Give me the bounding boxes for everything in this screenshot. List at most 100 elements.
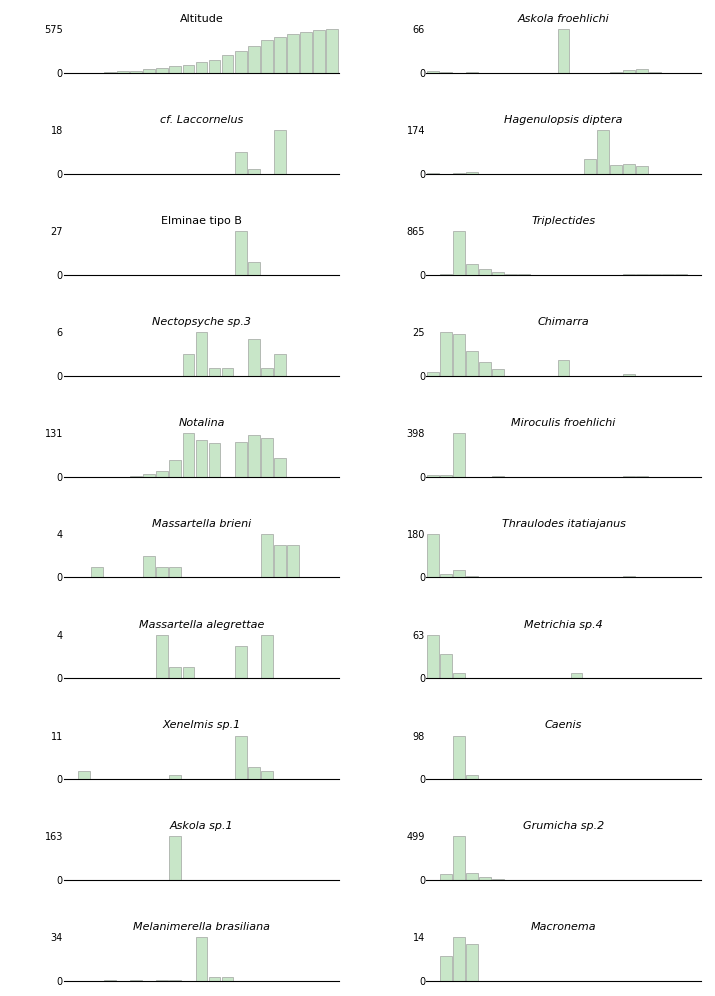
Bar [453,172,465,174]
Bar [261,40,272,73]
Bar [558,29,569,73]
Bar [235,441,247,476]
Bar [493,272,504,275]
Title: Altitude: Altitude [179,14,223,24]
Title: Grumicha sp.2: Grumicha sp.2 [523,822,604,832]
Bar [235,736,247,779]
Bar [248,340,260,375]
Bar [196,332,207,375]
Title: Massartella brieni: Massartella brieni [152,519,251,529]
Bar [466,352,478,375]
Bar [453,937,465,981]
Bar [493,369,504,375]
Bar [326,29,338,73]
Bar [287,545,299,578]
Bar [427,634,439,678]
Bar [597,130,608,174]
Bar [440,475,452,476]
Title: cf. Laccornelus: cf. Laccornelus [160,115,243,125]
Bar [479,877,491,880]
Bar [453,837,465,880]
Bar [261,634,272,678]
Bar [313,31,325,73]
Bar [222,56,234,73]
Bar [610,165,621,174]
Bar [274,354,286,375]
Title: Massartella alegrettae: Massartella alegrettae [139,620,264,629]
Bar [104,980,116,981]
Bar [144,474,155,476]
Bar [440,654,452,678]
Bar [169,667,181,678]
Bar [440,574,452,578]
Bar [248,169,260,174]
Title: Triplectides: Triplectides [531,216,596,226]
Title: Metrichia sp.4: Metrichia sp.4 [524,620,603,629]
Bar [209,977,220,981]
Bar [274,458,286,476]
Bar [248,767,260,779]
Bar [157,567,168,578]
Bar [196,440,207,476]
Bar [261,438,272,476]
Bar [466,943,478,981]
Bar [235,645,247,678]
Bar [182,433,194,476]
Bar [248,46,260,73]
Title: Hagenulopsis diptera: Hagenulopsis diptera [504,115,623,125]
Bar [157,68,168,73]
Bar [261,369,272,375]
Bar [169,66,181,73]
Bar [169,837,181,880]
Bar [235,231,247,275]
Bar [636,69,648,73]
Bar [623,71,635,73]
Bar [610,72,621,73]
Bar [453,334,465,375]
Bar [209,443,220,476]
Title: Melanimerella brasiliana: Melanimerella brasiliana [133,922,270,932]
Bar [493,878,504,880]
Bar [440,956,452,981]
Bar [636,166,648,174]
Bar [182,354,194,375]
Bar [117,72,129,73]
Bar [261,534,272,578]
Title: Thraulodes itatiajanus: Thraulodes itatiajanus [502,519,626,529]
Bar [78,771,90,779]
Bar [209,60,220,73]
Bar [466,172,478,174]
Bar [453,673,465,678]
Bar [453,570,465,578]
Bar [300,32,312,73]
Bar [91,567,103,578]
Bar [209,369,220,375]
Title: Macronema: Macronema [531,922,596,932]
Bar [571,673,583,678]
Bar [466,872,478,880]
Bar [222,977,234,981]
Bar [196,63,207,73]
Bar [479,269,491,275]
Bar [287,34,299,73]
Bar [453,736,465,779]
Title: Chimarra: Chimarra [538,317,589,327]
Title: Askola froehlichi: Askola froehlichi [518,14,609,24]
Bar [157,470,168,476]
Bar [453,433,465,476]
Bar [169,980,181,981]
Title: Miroculis froehlichi: Miroculis froehlichi [511,417,616,427]
Title: Askola sp.1: Askola sp.1 [169,822,233,832]
Title: Nectopsyche sp.3: Nectopsyche sp.3 [152,317,251,327]
Bar [466,576,478,578]
Bar [248,435,260,476]
Bar [427,71,439,73]
Bar [479,362,491,375]
Bar [169,460,181,476]
Title: Notalina: Notalina [178,417,225,427]
Bar [558,360,569,375]
Bar [623,163,635,174]
Bar [584,158,596,174]
Bar [623,374,635,375]
Bar [130,980,142,981]
